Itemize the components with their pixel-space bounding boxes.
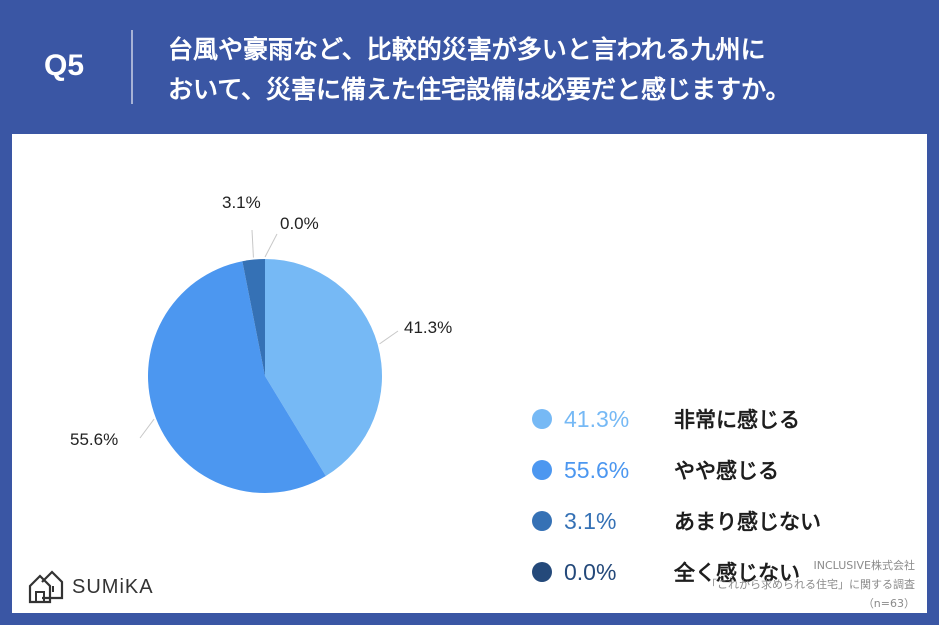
source-note: INCLUSIVE株式会社 「これから求められる住宅」に関する調査 （n=63） (595, 556, 915, 613)
source-company: INCLUSIVE株式会社 (813, 559, 916, 572)
header-banner: Q5 台風や豪雨など、比較的災害が多いと言われる九州に おいて、災害に備えた住宅… (0, 0, 939, 134)
question-text: 台風や豪雨など、比較的災害が多いと言われる九州に おいて、災害に備えた住宅設備は… (168, 30, 908, 110)
slice-4-leader (264, 233, 278, 258)
logo-text: SUMiKA (72, 575, 154, 598)
legend-label: あまり感じない (674, 510, 821, 534)
legend-item-2: 55.6% やや感じる (532, 455, 862, 485)
source-sample-size: （n=63） (862, 597, 915, 610)
pie-chart: 41.3% 55.6% 3.1% 0.0% (70, 193, 452, 493)
pie-slices (148, 259, 383, 493)
legend-label: やや感じる (674, 459, 779, 483)
legend-value: 41.3% (564, 405, 630, 432)
legend-value: 0.0% (564, 558, 617, 585)
legend-label: 非常に感じる (674, 408, 800, 432)
slice-labels: 41.3% 55.6% 3.1% 0.0% (70, 193, 452, 449)
question-line-2: おいて、災害に備えた住宅設備は必要だと感じますか。 (168, 75, 791, 104)
slice-3 (242, 259, 265, 376)
legend-value: 3.1% (564, 507, 617, 534)
source-survey: 「これから求められる住宅」に関する調査 (706, 578, 915, 591)
slice-4-label: 0.0% (280, 214, 319, 233)
house-logo-icon (28, 570, 64, 604)
leader-lines (139, 229, 399, 439)
slice-2-leader (139, 418, 155, 439)
legend-value: 55.6% (564, 456, 630, 483)
slice-1 (265, 259, 383, 476)
legend-item-1: 41.3% 非常に感じる (532, 404, 862, 434)
question-number: Q5 (44, 49, 85, 82)
legend-dot (532, 409, 552, 429)
slice-3-leader (251, 229, 254, 258)
legend-dot (532, 460, 552, 480)
header-divider (131, 30, 133, 104)
legend-label: 全く感じない (674, 561, 800, 585)
legend-item-4: 0.0% 全く感じない (532, 557, 862, 587)
sumika-logo: SUMiKA (26, 568, 154, 606)
slice-1-leader (379, 330, 399, 345)
slice-3-label: 3.1% (222, 193, 261, 212)
question-line-1: 台風や豪雨など、比較的災害が多いと言われる九州に (168, 35, 766, 64)
slice-2 (148, 261, 326, 493)
legend-dot (532, 562, 552, 582)
legend-item-3: 3.1% あまり感じない (532, 506, 862, 536)
legend-dot (532, 511, 552, 531)
chart-panel: 41.3% 55.6% 3.1% 0.0% 41.3% 非常に感じる 55.6% やや感じる… (12, 134, 927, 613)
slice-1-label: 41.3% (404, 318, 452, 337)
slice-2-label: 55.6% (70, 430, 118, 449)
